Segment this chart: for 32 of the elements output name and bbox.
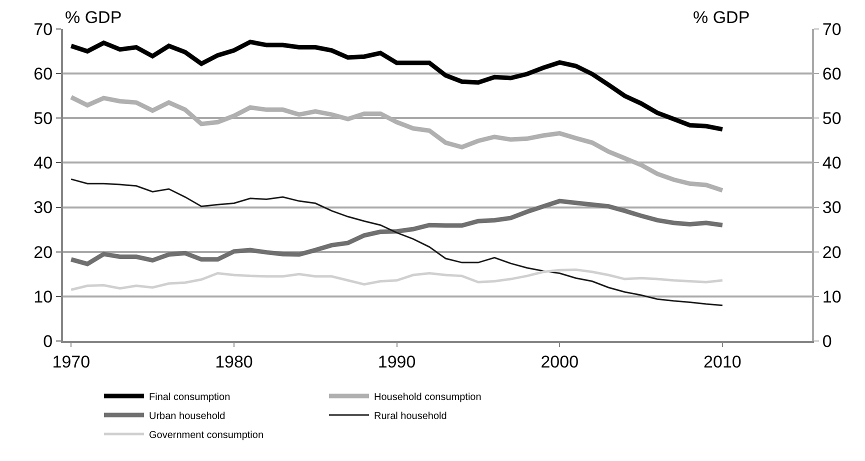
y2-axis-title: % GDP <box>693 8 750 27</box>
y2-tick-label: 40 <box>822 154 842 173</box>
y2-tick-label: 10 <box>822 287 842 306</box>
y2-tick-label: 30 <box>822 198 842 218</box>
y2-tick-label: 0 <box>822 332 832 351</box>
y2-tick-label: 20 <box>822 242 842 262</box>
y-tick-label: 10 <box>34 287 53 306</box>
line-series <box>68 40 725 132</box>
line-series <box>70 268 724 291</box>
y2-tick-label: 60 <box>822 64 842 84</box>
line-series <box>68 198 725 266</box>
y-tick-label: 30 <box>34 198 53 218</box>
x-tick-label: 1970 <box>52 352 90 372</box>
y2-tick-label: 70 <box>822 20 842 39</box>
legend-label: Urban household <box>149 410 226 422</box>
x-tick-label: 2010 <box>704 352 742 372</box>
legend-label: Household consumption <box>374 392 482 403</box>
x-tick-label: 1990 <box>378 352 416 372</box>
x-tick-label: 1980 <box>215 352 253 372</box>
legend-label: Government consumption <box>149 430 264 441</box>
y-tick-label: 20 <box>34 242 53 262</box>
y-tick-label: 40 <box>34 154 53 173</box>
y-axis-title: % GDP <box>65 8 122 27</box>
legend-label: Final consumption <box>149 392 230 403</box>
y-tick-label: 70 <box>34 20 53 39</box>
y-tick-label: 0 <box>43 332 53 351</box>
line-series <box>70 178 724 306</box>
y2-tick-label: 50 <box>822 109 842 128</box>
y-tick-label: 60 <box>34 64 53 84</box>
y-tick-label: 50 <box>34 109 53 128</box>
x-tick-label: 2000 <box>540 352 579 372</box>
legend-label: Rural household <box>374 410 447 422</box>
